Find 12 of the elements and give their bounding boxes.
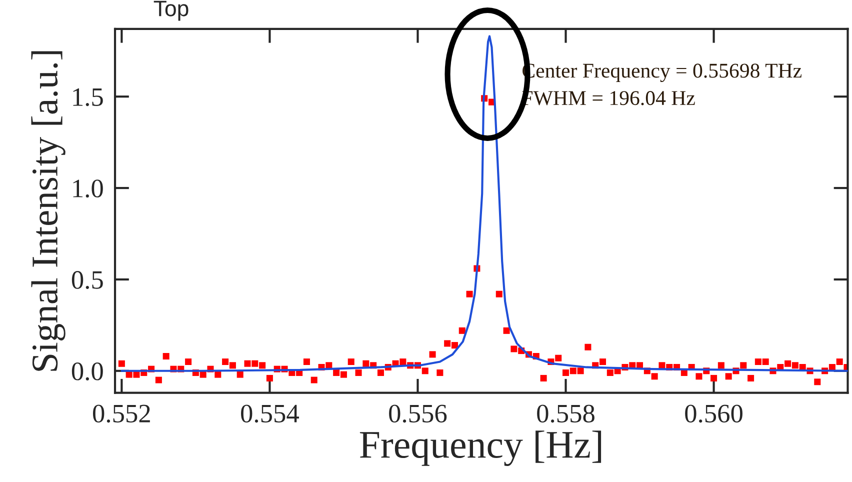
- text: Top: [154, 0, 188, 21]
- x-tick-label: 0.556: [389, 404, 447, 423]
- x-axis-title: Frequency [Hz]: [360, 430, 602, 466]
- y-tick-label: 1.5: [73, 88, 103, 106]
- y-tick-label: 0.5: [72, 271, 103, 289]
- y-tick-label: 1.0: [73, 180, 103, 198]
- x-tick-label: 0.560: [685, 404, 742, 423]
- x-tick-label: 0.558: [537, 404, 594, 423]
- x-tick-label: 0.552: [93, 404, 150, 423]
- x-tick-label: 0.554: [241, 404, 299, 423]
- y-tick-label: 0.0: [72, 362, 103, 380]
- y-axis-title: Signal Intensity [a.u.]: [31, 51, 66, 371]
